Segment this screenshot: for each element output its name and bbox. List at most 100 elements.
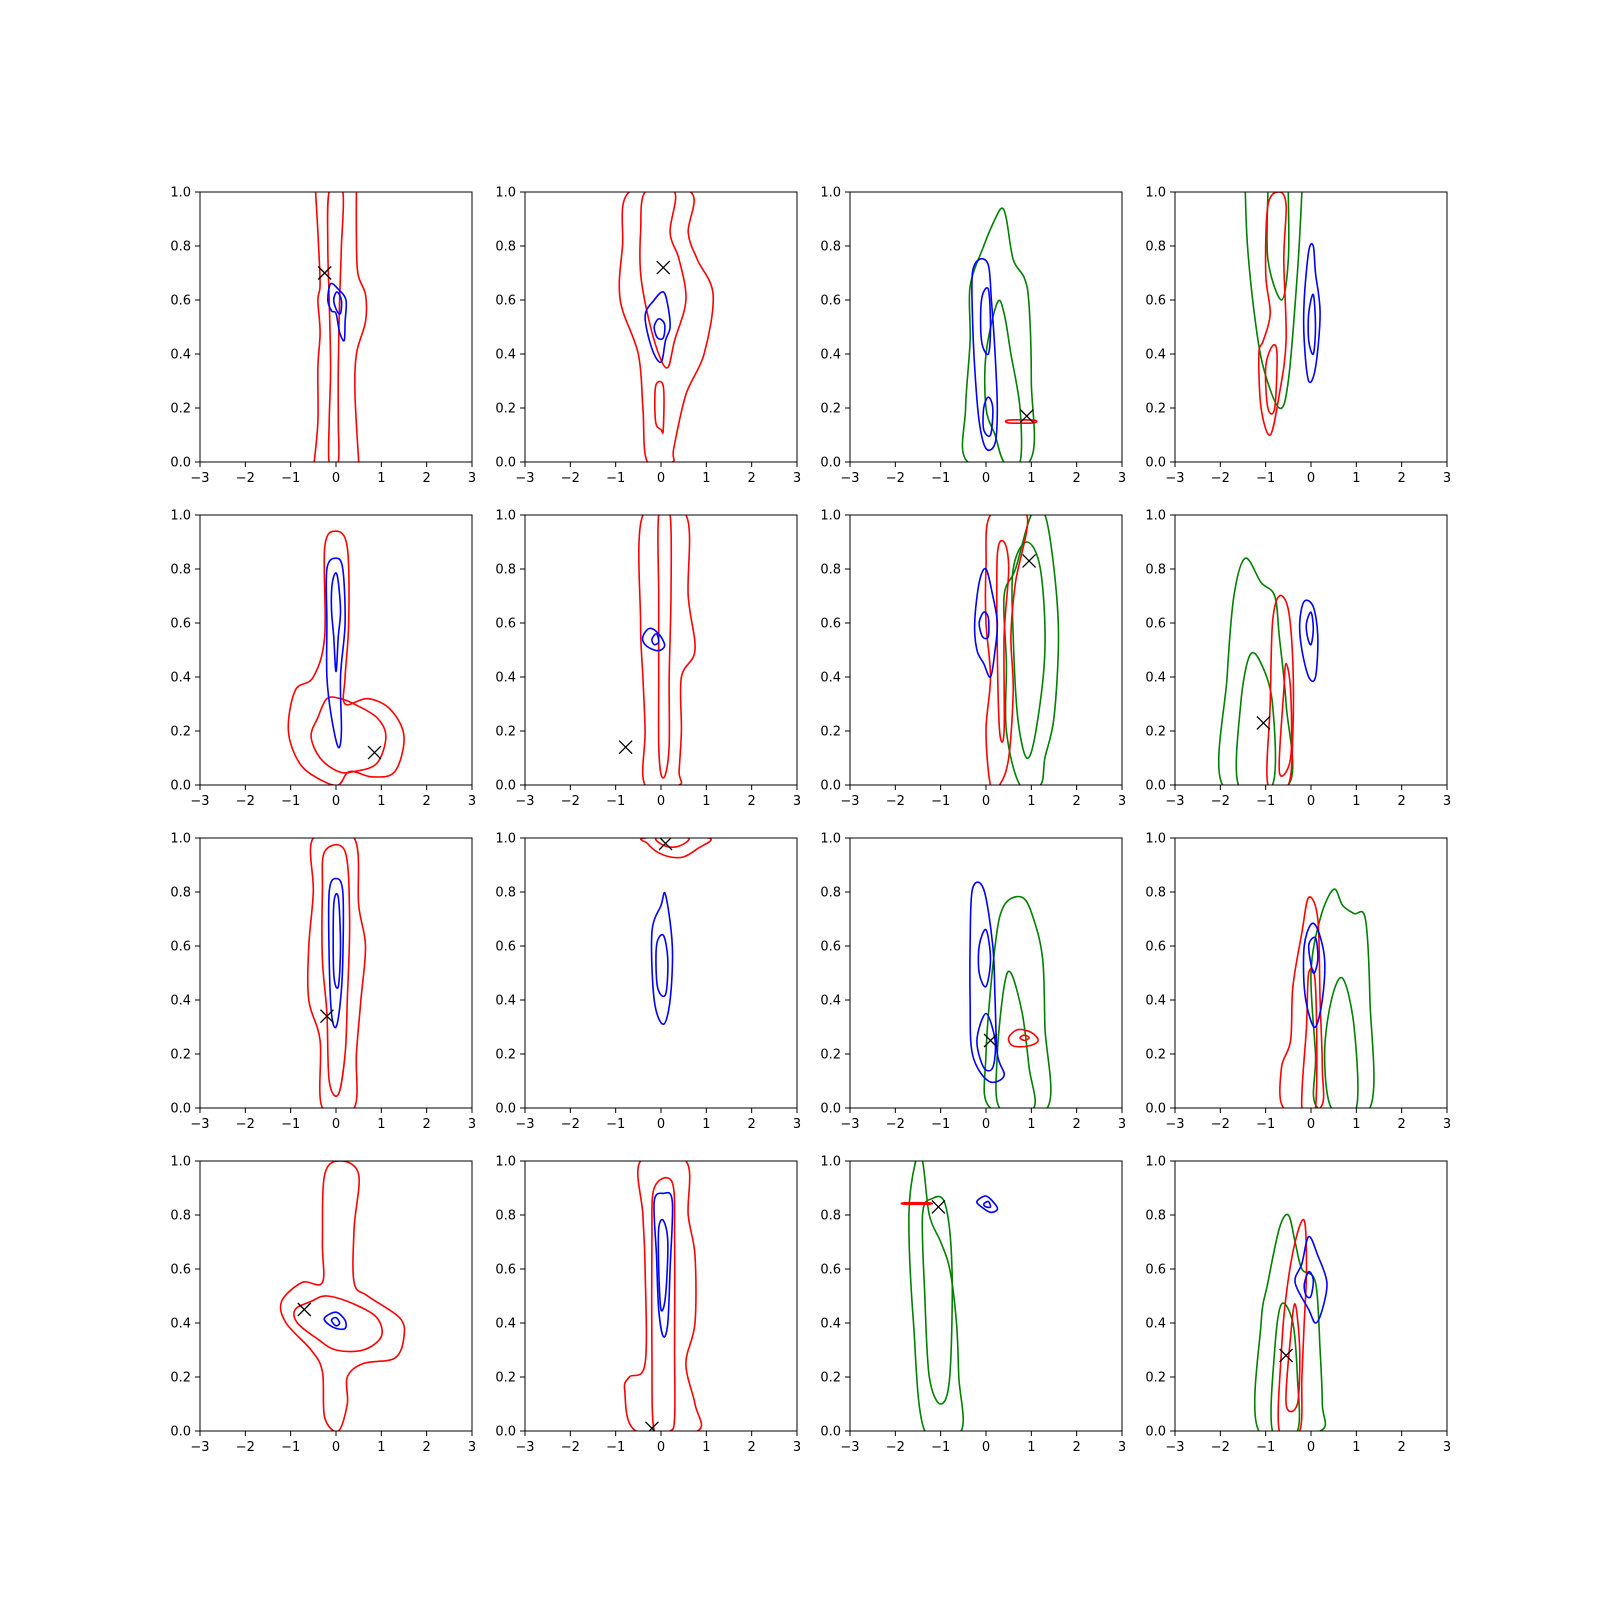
y-tick-label: 0.4	[820, 1317, 841, 1332]
y-tick-label: 0.6	[820, 294, 841, 309]
blue-contour-4	[657, 1218, 669, 1312]
x-tick-label: 0	[657, 471, 665, 486]
panel-r1-c4: −3 −2 −1 0 1 2 3 0.0 0.2 0.4 0.6 0.8 1.0	[1145, 186, 1451, 487]
x-tick-label: −1	[931, 1117, 950, 1132]
red-contour-1	[313, 192, 321, 462]
green-contour-1	[1253, 1213, 1327, 1431]
red-contour-1	[640, 838, 712, 859]
x-tick-label: 0	[657, 794, 665, 809]
red-contour-3	[1258, 192, 1288, 436]
blue-contour-4	[655, 933, 669, 998]
y-tick-label: 0.8	[495, 1209, 516, 1224]
y-tick-label: 0.2	[820, 1371, 841, 1386]
y-tick-label: 0.2	[820, 402, 841, 417]
y-tick-label: 0.8	[1145, 240, 1166, 255]
panel-r3-c3: −3 −2 −1 0 1 2 3 0.0 0.2 0.4 0.6 0.8 1.0	[820, 832, 1126, 1133]
y-tick-label: 0.4	[495, 994, 516, 1009]
y-tick-label: 0.8	[820, 1209, 841, 1224]
blue-contour-3	[327, 877, 345, 1029]
panel-r2-c2: −3 −2 −1 0 1 2 3 0.0 0.2 0.4 0.6 0.8 1.0	[495, 509, 801, 810]
y-tick-label: 0.0	[495, 456, 516, 471]
x-tick-label: 3	[1118, 1117, 1126, 1132]
x-tick-label: 2	[423, 1117, 431, 1132]
blue-contour-3	[641, 627, 666, 652]
x-marker	[983, 1033, 998, 1048]
x-tick-label: 2	[1073, 794, 1081, 809]
x-tick-label: 2	[423, 471, 431, 486]
x-tick-label: 3	[793, 794, 801, 809]
axes-frame	[1174, 191, 1448, 463]
red-contour-6	[1004, 419, 1038, 424]
axes-frame	[1174, 514, 1448, 786]
red-contour-1	[623, 1161, 703, 1431]
y-tick-label: 0.8	[1145, 1209, 1166, 1224]
x-tick-label: −1	[1256, 471, 1275, 486]
y-tick-label: 0.0	[1145, 779, 1166, 794]
y-tick-label: 0.2	[495, 1048, 516, 1063]
x-tick-label: 2	[1073, 471, 1081, 486]
red-contour-2	[657, 515, 673, 779]
plot-area	[618, 515, 696, 785]
x-tick-label: 2	[748, 471, 756, 486]
y-tick-label: 0.2	[820, 1048, 841, 1063]
x-tick-label: −3	[840, 471, 859, 486]
y-tick-label: 0.4	[495, 671, 516, 686]
green-contour-2	[995, 970, 1037, 1108]
y-tick-label: 1.0	[820, 509, 841, 524]
x-tick-label: 1	[1352, 1440, 1360, 1455]
y-tick-label: 1.0	[170, 1155, 191, 1170]
blue-contour-5	[653, 318, 666, 341]
x-tick-label: 3	[1443, 1440, 1451, 1455]
x-tick-label: −3	[515, 1117, 534, 1132]
green-contour-2	[1270, 1302, 1301, 1431]
x-tick-label: 2	[423, 794, 431, 809]
green-contour-1	[908, 1161, 965, 1431]
y-tick-label: 0.2	[170, 1048, 191, 1063]
green-contour-2	[1266, 192, 1290, 301]
blue-contour-4	[330, 572, 342, 673]
x-tick-label: −3	[190, 794, 209, 809]
y-tick-label: 1.0	[495, 832, 516, 847]
x-tick-label: 3	[1443, 471, 1451, 486]
red-contour-3	[653, 380, 665, 434]
y-tick-label: 0.8	[170, 240, 191, 255]
y-tick-label: 0.2	[1145, 402, 1166, 417]
y-tick-label: 0.6	[495, 617, 516, 632]
x-tick-label: 1	[1352, 794, 1360, 809]
green-contour-2	[1011, 541, 1046, 760]
x-tick-label: 1	[1352, 1117, 1360, 1132]
x-tick-label: −1	[1256, 794, 1275, 809]
y-tick-label: 0.0	[495, 1102, 516, 1117]
y-tick-label: 0.0	[495, 1425, 516, 1440]
x-tick-label: 1	[702, 794, 710, 809]
y-tick-label: 0.6	[170, 294, 191, 309]
red-contour-1	[306, 838, 367, 1108]
y-tick-label: 0.2	[1145, 1371, 1166, 1386]
y-tick-label: 1.0	[170, 186, 191, 201]
x-tick-label: −2	[236, 1117, 255, 1132]
x-tick-label: 0	[982, 794, 990, 809]
x-tick-label: 0	[1307, 1440, 1315, 1455]
red-contour-1	[287, 530, 405, 785]
x-tick-label: −1	[606, 794, 625, 809]
plot-area	[1253, 1213, 1328, 1431]
y-tick-label: 0.2	[495, 1371, 516, 1386]
blue-contour-3	[653, 1191, 674, 1338]
x-tick-label: 3	[793, 1117, 801, 1132]
x-tick-label: −1	[606, 1117, 625, 1132]
x-tick-label: −2	[886, 1117, 905, 1132]
x-tick-label: −3	[840, 1117, 859, 1132]
y-tick-label: 0.8	[820, 240, 841, 255]
plot-area	[961, 207, 1038, 462]
y-tick-label: 0.6	[170, 940, 191, 955]
y-tick-label: 0.0	[170, 779, 191, 794]
x-tick-label: −2	[886, 1440, 905, 1455]
y-tick-label: 0.8	[495, 886, 516, 901]
x-tick-label: 1	[377, 1117, 385, 1132]
y-tick-label: 1.0	[495, 186, 516, 201]
y-tick-label: 0.2	[170, 402, 191, 417]
x-tick-label: −3	[515, 471, 534, 486]
green-contour-1	[1217, 557, 1294, 785]
plot-area	[313, 192, 368, 462]
